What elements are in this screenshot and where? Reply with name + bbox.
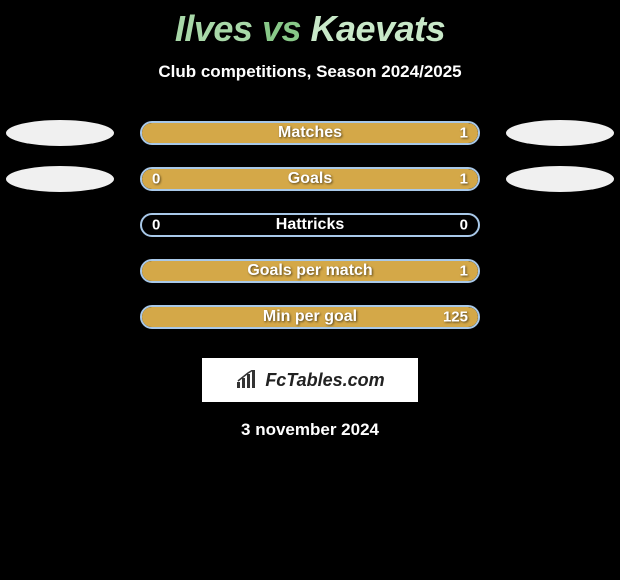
right-ellipse xyxy=(506,166,614,192)
left-ellipse xyxy=(6,166,114,192)
stat-label: Min per goal xyxy=(263,308,357,326)
stats-rows: Matches 1 Goals 0 1 Hattricks 0 0 Goals per matc… xyxy=(0,110,620,340)
stat-row: Goals per match 1 xyxy=(0,248,620,294)
stat-value-left: 0 xyxy=(152,217,160,234)
subtitle: Club competitions, Season 2024/2025 xyxy=(0,62,620,82)
stat-bar: Goals 0 1 xyxy=(140,167,480,191)
stat-bar: Matches 1 xyxy=(140,121,480,145)
date-label: 3 november 2024 xyxy=(0,420,620,440)
stat-value-left: 0 xyxy=(152,171,160,188)
chart-icon xyxy=(235,370,259,390)
stat-row: Goals 0 1 xyxy=(0,156,620,202)
stat-label: Hattricks xyxy=(276,216,344,234)
stat-label: Matches xyxy=(278,124,342,142)
comparison-title: Ilves vs Kaevats xyxy=(0,0,620,50)
player1-name: Ilves xyxy=(175,8,253,49)
stat-value-right: 1 xyxy=(460,263,468,280)
left-ellipse xyxy=(6,120,114,146)
player2-name: Kaevats xyxy=(311,8,446,49)
vs-separator: vs xyxy=(262,8,301,49)
logo-text: FcTables.com xyxy=(265,370,384,391)
right-ellipse xyxy=(506,120,614,146)
stat-value-right: 1 xyxy=(460,171,468,188)
stat-label: Goals xyxy=(288,170,332,188)
stat-row: Matches 1 xyxy=(0,110,620,156)
stat-value-right: 125 xyxy=(443,309,468,326)
stat-row: Min per goal 125 xyxy=(0,294,620,340)
stat-bar: Hattricks 0 0 xyxy=(140,213,480,237)
stat-label: Goals per match xyxy=(247,262,372,280)
stat-bar: Min per goal 125 xyxy=(140,305,480,329)
stat-value-right: 1 xyxy=(460,125,468,142)
stat-bar: Goals per match 1 xyxy=(140,259,480,283)
bar-fill-right xyxy=(202,169,478,189)
logo-box: FcTables.com xyxy=(202,358,418,402)
stat-row: Hattricks 0 0 xyxy=(0,202,620,248)
stat-value-right: 0 xyxy=(460,217,468,234)
